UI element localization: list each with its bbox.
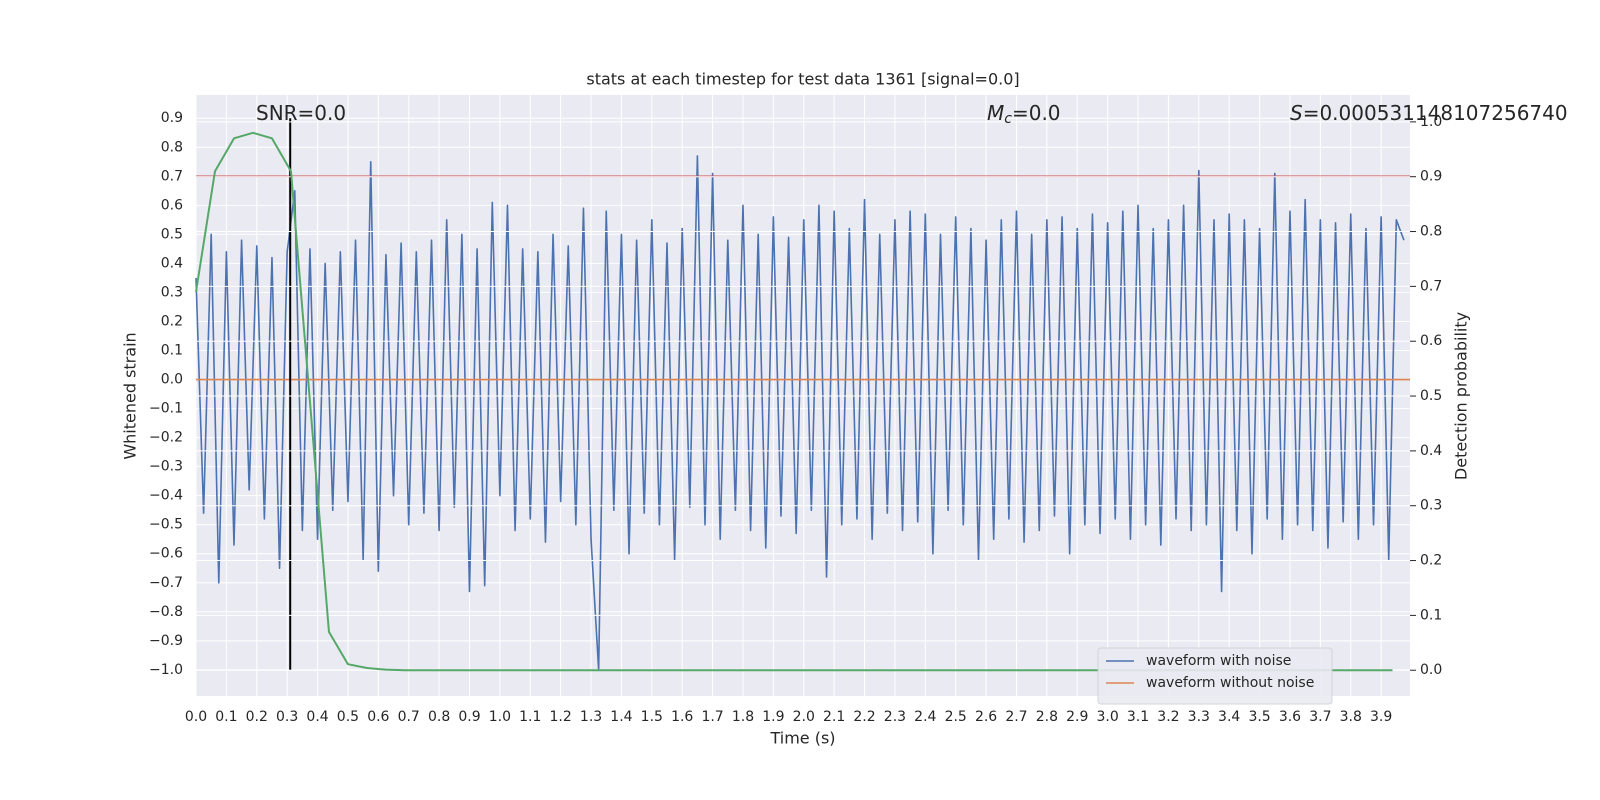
x-tick-label: 1.1 [519,709,541,725]
y-tick-label: −1.0 [149,662,183,678]
x-tick-label: 3.7 [1309,709,1331,725]
x-tick-label: 3.9 [1370,709,1392,725]
x-tick-label: 0.9 [458,709,480,725]
x-tick-label: 0.6 [367,709,389,725]
x-tick-label: 0.8 [428,709,450,725]
y-tick-label: −0.4 [149,488,183,504]
legend-box [1097,647,1333,705]
chart-title: stats at each timestep for test data 136… [586,70,1019,89]
x-tick-label: 3.6 [1279,709,1301,725]
y2-tick-label: 0.2 [1420,553,1442,569]
annotation-subscript: c [1004,111,1012,127]
x-tick-label: 1.2 [550,709,572,725]
x-tick-label: 3.5 [1248,709,1270,725]
x-tick-label: 0.2 [246,709,268,725]
y2-tick-label: 1.0 [1420,114,1442,130]
y-tick-label: 0.3 [161,284,183,300]
x-tick-label: 2.5 [945,709,967,725]
y2-tick-label: 0.4 [1420,443,1442,459]
x-tick-label: 3.1 [1127,709,1149,725]
annotation-symbol: S [1290,101,1303,125]
x-tick-label: 0.0 [185,709,207,725]
y2-tick-label: 0.0 [1420,662,1442,678]
y-tick-label: −0.5 [149,517,183,533]
x-axis-label: Time (s) [769,729,835,748]
y-tick-label: −0.3 [149,459,183,475]
x-tick-label: 1.8 [732,709,754,725]
y2-tick-label: 0.1 [1420,607,1442,623]
y-tick-label: −0.9 [149,633,183,649]
x-tick-label: 1.5 [641,709,663,725]
legend-label: waveform without noise [1146,675,1314,691]
annotation-text: =0.000531148107256740 [1303,101,1568,125]
x-tick-label: 2.3 [884,709,906,725]
y-tick-label: −0.6 [149,546,183,562]
y-axis-label: Whitened strain [121,332,140,459]
x-tick-label: 0.5 [337,709,359,725]
y2-tick-label: 0.3 [1420,498,1442,514]
x-tick-label: 1.0 [489,709,511,725]
annotation: SNR=0.0 [256,101,346,125]
x-tick-label: 0.3 [276,709,298,725]
y-tick-label: 0.9 [161,110,183,126]
x-tick-label: 0.1 [215,709,237,725]
y-tick-label: 0.2 [161,313,183,329]
y-tick-label: 0.6 [161,197,183,213]
y-tick-label: 0.4 [161,255,183,271]
x-tick-label: 2.1 [823,709,845,725]
y2-tick-label: 0.6 [1420,333,1442,349]
y-tick-label: −0.7 [149,575,183,591]
y-tick-label: 0.0 [161,372,183,388]
annotation: Mc=0.0 [987,101,1061,128]
x-tick-label: 1.7 [701,709,723,725]
x-tick-label: 3.0 [1097,709,1119,725]
y-tick-label: 0.8 [161,139,183,155]
x-tick-label: 2.4 [914,709,936,725]
y-tick-label: 0.1 [161,342,183,358]
x-tick-label: 1.3 [580,709,602,725]
y2-axis-label: Detection probability [1452,312,1471,480]
x-tick-label: 2.0 [793,709,815,725]
x-tick-label: 2.9 [1066,709,1088,725]
x-tick-label: 1.4 [610,709,632,725]
x-tick-label: 2.8 [1036,709,1058,725]
series-line [195,155,1405,671]
x-tick-label: 3.3 [1188,709,1210,725]
x-tick-label: 0.7 [398,709,420,725]
y-tick-label: −0.2 [149,430,183,446]
y2-tick-label: 0.9 [1420,169,1442,185]
x-tick-label: 1.6 [671,709,693,725]
y-tick-label: −0.1 [149,401,183,417]
x-tick-label: 3.2 [1157,709,1179,725]
y2-tick-label: 0.5 [1420,388,1442,404]
x-tick-label: 2.6 [975,709,997,725]
y2-tick-label: 0.8 [1420,224,1442,240]
x-tick-label: 1.9 [762,709,784,725]
y-tick-label: 0.7 [161,168,183,184]
y-tick-label: −0.8 [149,604,183,620]
x-tick-label: 0.4 [306,709,328,725]
annotation-text: SNR=0.0 [256,101,346,125]
y-tick-label: 0.5 [161,226,183,242]
plot-area [196,95,1410,696]
x-tick-label: 3.8 [1340,709,1362,725]
x-tick-label: 2.2 [853,709,875,725]
x-tick-label: 3.4 [1218,709,1240,725]
annotation-text: =0.0 [1012,101,1061,125]
y2-tick-label: 0.7 [1420,278,1442,294]
x-tick-label: 2.7 [1005,709,1027,725]
legend-label: waveform with noise [1146,653,1291,669]
annotation: S=0.000531148107256740 [1290,101,1568,125]
annotation-symbol: M [987,101,1004,125]
